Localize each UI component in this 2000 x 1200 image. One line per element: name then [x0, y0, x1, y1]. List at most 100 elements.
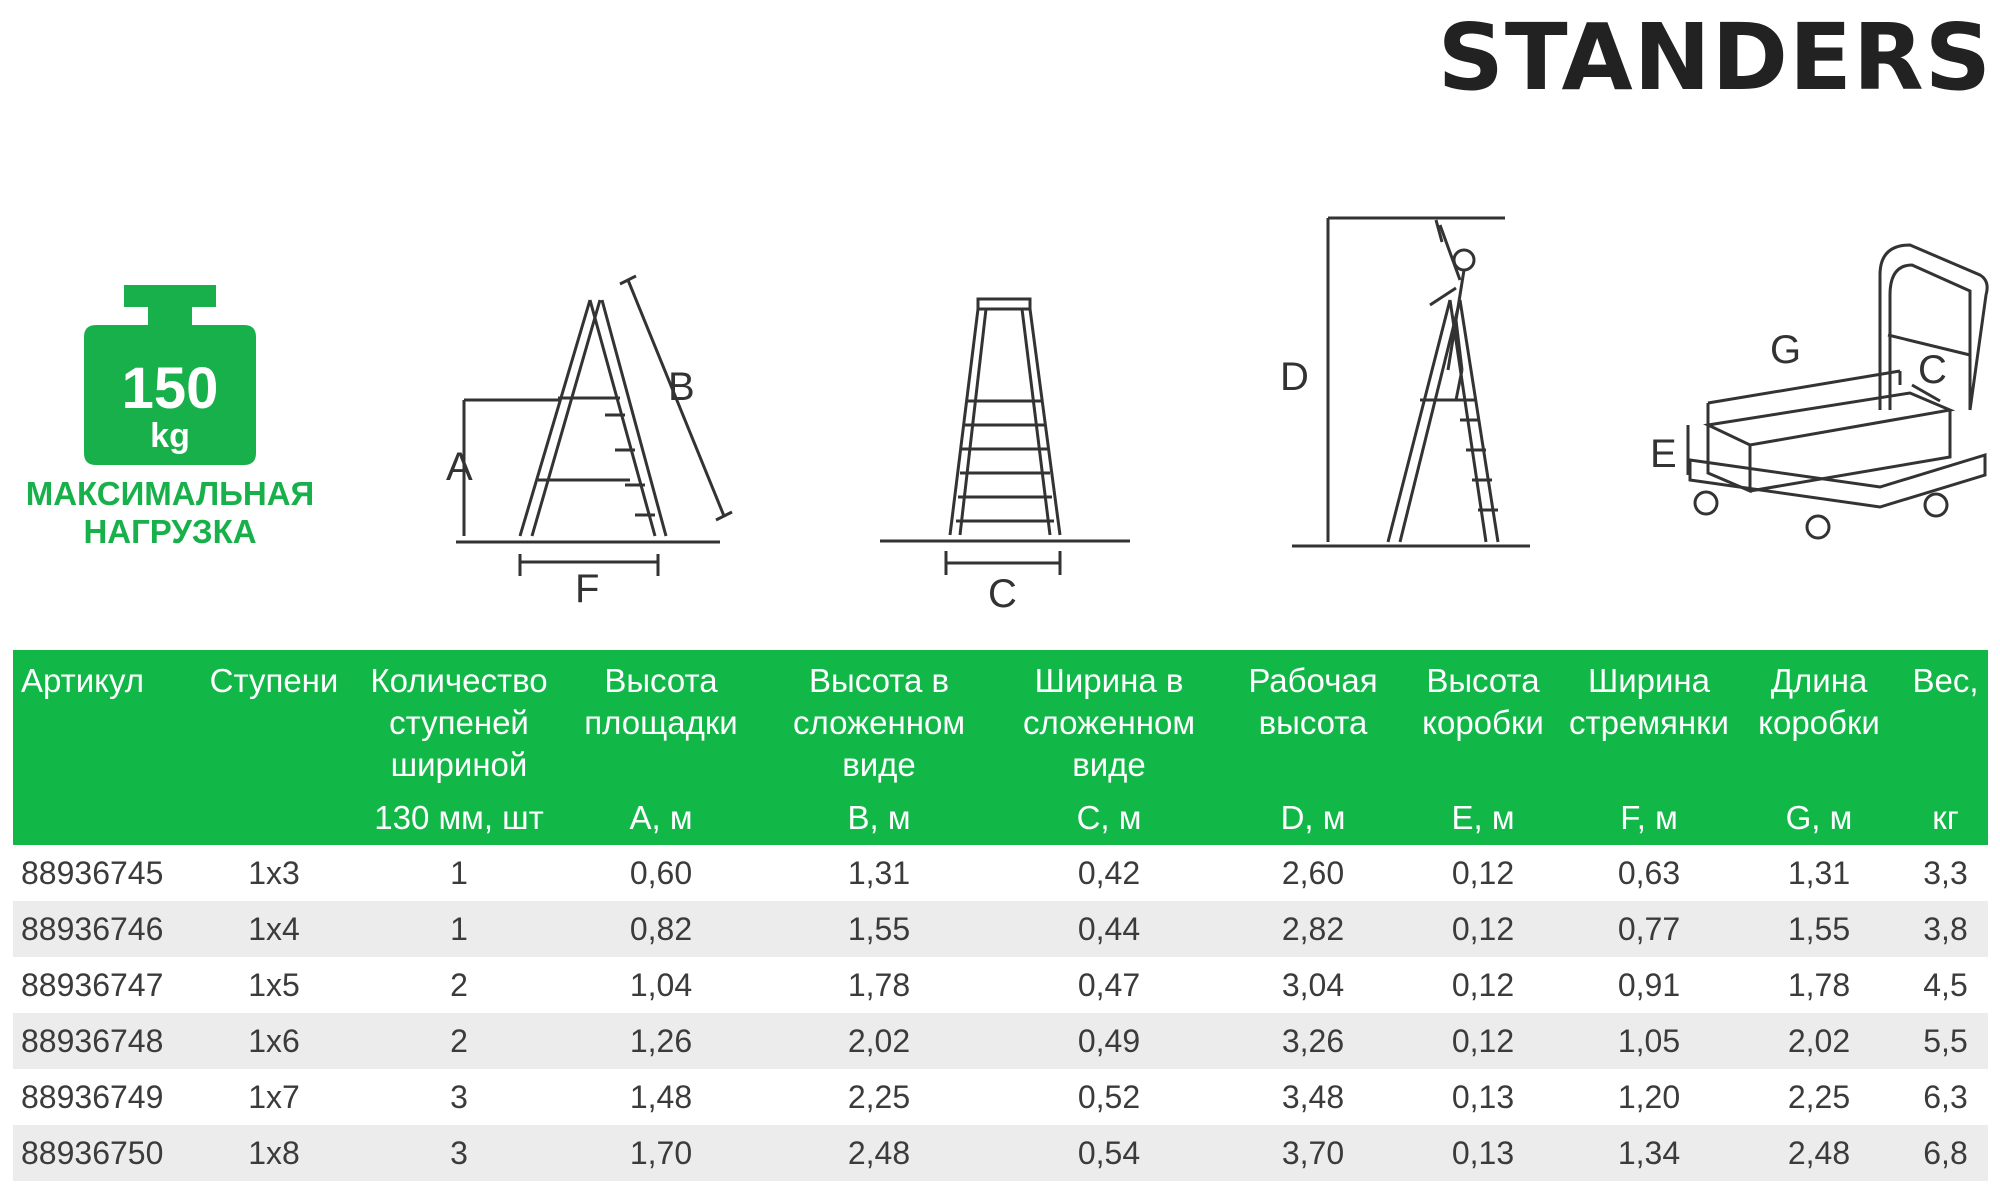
cell-working-height: 2,60	[1281, 854, 1345, 891]
cell-box-height: 0,12	[1451, 1022, 1515, 1059]
cell-article: 88936745	[21, 854, 164, 891]
cell-box-height: 0,12	[1451, 854, 1515, 891]
header-folded-height: Высота в сложенном виде B, м	[792, 662, 966, 836]
cell-weight: 3,3	[1923, 854, 1968, 891]
dimension-label-d: D	[1280, 355, 1309, 399]
ladder-side-drawing: A B F	[446, 274, 733, 610]
cell-article: 88936749	[21, 1078, 164, 1115]
ladder-folded-drawing: C	[880, 297, 1130, 615]
header-box-length: Длина коробки G, м	[1758, 662, 1880, 836]
header-steps: Ступени	[209, 662, 339, 699]
cell-steps: 1x5	[248, 966, 300, 1003]
header-wide-steps-count: Количество ступеней шириной 130 мм, шт	[370, 662, 548, 836]
cell-box-length: 2,25	[1787, 1078, 1851, 1115]
dimension-label-f: F	[575, 567, 599, 610]
cell-platform-height: 1,48	[629, 1078, 693, 1115]
cell-steps: 1x4	[248, 910, 300, 947]
cell-platform-height: 1,70	[629, 1134, 693, 1171]
dimension-label-c: C	[988, 572, 1017, 615]
cell-ladder-width: 1,05	[1617, 1022, 1681, 1059]
cell-box-height: 0,12	[1451, 966, 1515, 1003]
max-load-caption-line2: НАГРУЗКА	[83, 513, 257, 550]
cell-box-height: 0,13	[1451, 1134, 1515, 1171]
cell-weight: 5,5	[1923, 1022, 1968, 1059]
diagram-working-height: D	[1280, 210, 1550, 560]
cell-weight: 4,5	[1923, 966, 1968, 1003]
dimension-label-a: A	[446, 445, 473, 489]
cell-wide-steps: 3	[450, 1078, 468, 1115]
cell-weight: 6,3	[1923, 1078, 1968, 1115]
cell-platform-height: 0,82	[629, 910, 693, 947]
cell-article: 88936750	[21, 1134, 164, 1171]
cell-box-length: 2,48	[1787, 1134, 1851, 1171]
table-row: 88936747 1x5 2 1,04 1,78 0,47 3,04 0,12 …	[13, 957, 1988, 1013]
cell-box-length: 2,02	[1787, 1022, 1851, 1059]
diagram-ladder-folded: C	[870, 285, 1140, 615]
brand-logo: STANDERS	[1437, 4, 1992, 111]
cell-folded-width: 0,44	[1077, 910, 1141, 947]
header-platform-height: Высота площадки A, м	[584, 662, 738, 836]
cell-folded-height: 2,48	[847, 1134, 911, 1171]
cell-folded-width: 0,47	[1077, 966, 1141, 1003]
cell-folded-height: 1,78	[847, 966, 911, 1003]
max-load-unit: kg	[150, 417, 190, 455]
dimension-label-e: E	[1650, 432, 1677, 476]
table-row: 88936749 1x7 3 1,48 2,25 0,52 3,48 0,13 …	[13, 1069, 1988, 1125]
cell-box-length: 1,31	[1787, 854, 1851, 891]
cell-platform-height: 0,60	[629, 854, 693, 891]
cell-steps: 1x7	[248, 1078, 300, 1115]
diagram-ladder-side: A B F	[440, 270, 740, 610]
cell-steps: 1x6	[248, 1022, 300, 1059]
cell-wide-steps: 1	[450, 910, 468, 947]
cell-folded-height: 2,02	[847, 1022, 911, 1059]
spec-table: Артикул Ступени Количество ступеней шири…	[13, 650, 1988, 1181]
cell-ladder-width: 0,91	[1617, 966, 1681, 1003]
header-weight: Вес, кг	[1912, 662, 1979, 836]
cell-ladder-width: 0,63	[1617, 854, 1681, 891]
cell-folded-width: 0,52	[1077, 1078, 1141, 1115]
cell-steps: 1x3	[248, 854, 300, 891]
header-article: Артикул	[21, 662, 145, 699]
working-height-drawing: D	[1280, 216, 1530, 548]
cell-working-height: 3,70	[1281, 1134, 1345, 1171]
table-row: 88936745 1x3 1 0,60 1,31 0,42 2,60 0,12 …	[13, 845, 1988, 901]
cell-platform-height: 1,26	[629, 1022, 693, 1059]
cell-wide-steps: 1	[450, 854, 468, 891]
cell-ladder-width: 0,77	[1617, 910, 1681, 947]
cell-weight: 3,8	[1923, 910, 1968, 947]
diagram-box-dimensions: G C E	[1640, 235, 1995, 555]
cell-working-height: 3,04	[1281, 966, 1345, 1003]
dimension-label-c-box: C	[1918, 348, 1947, 392]
cell-box-height: 0,13	[1451, 1078, 1515, 1115]
cell-wide-steps: 3	[450, 1134, 468, 1171]
cell-ladder-width: 1,34	[1617, 1134, 1681, 1171]
header-working-height: Рабочая высота D, м	[1248, 662, 1378, 836]
cell-folded-height: 1,31	[847, 854, 911, 891]
table-row: 88936750 1x8 3 1,70 2,48 0,54 3,70 0,13 …	[13, 1125, 1988, 1181]
cell-platform-height: 1,04	[629, 966, 693, 1003]
cell-folded-width: 0,54	[1077, 1134, 1141, 1171]
table-header-row: Артикул Ступени Количество ступеней шири…	[13, 650, 1988, 845]
cell-wide-steps: 2	[450, 966, 468, 1003]
cell-article: 88936748	[21, 1022, 164, 1059]
cell-working-height: 3,48	[1281, 1078, 1345, 1115]
cell-folded-height: 2,25	[847, 1078, 911, 1115]
max-load-value: 150	[121, 356, 219, 421]
max-load-caption-line1: МАКСИМАЛЬНАЯ	[25, 475, 315, 512]
dimension-label-g: G	[1770, 328, 1801, 372]
cell-folded-height: 1,55	[847, 910, 911, 947]
table-row: 88936746 1x4 1 0,82 1,55 0,44 2,82 0,12 …	[13, 901, 1988, 957]
cell-article: 88936747	[21, 966, 164, 1003]
cell-ladder-width: 1,20	[1617, 1078, 1681, 1115]
cell-folded-width: 0,42	[1077, 854, 1141, 891]
cell-box-length: 1,55	[1787, 910, 1851, 947]
max-load-caption: МАКСИМАЛЬНАЯ НАГРУЗКА	[10, 475, 330, 551]
box-dimensions-drawing: G C E	[1650, 243, 1989, 540]
header-ladder-width: Ширина стремянки F, м	[1569, 662, 1729, 836]
cell-weight: 6,8	[1923, 1134, 1968, 1171]
weight-icon	[84, 285, 256, 465]
cell-box-height: 0,12	[1451, 910, 1515, 947]
dimension-label-b: B	[668, 365, 695, 409]
cell-steps: 1x8	[248, 1134, 300, 1171]
table-row: 88936748 1x6 2 1,26 2,02 0,49 3,26 0,12 …	[13, 1013, 1988, 1069]
